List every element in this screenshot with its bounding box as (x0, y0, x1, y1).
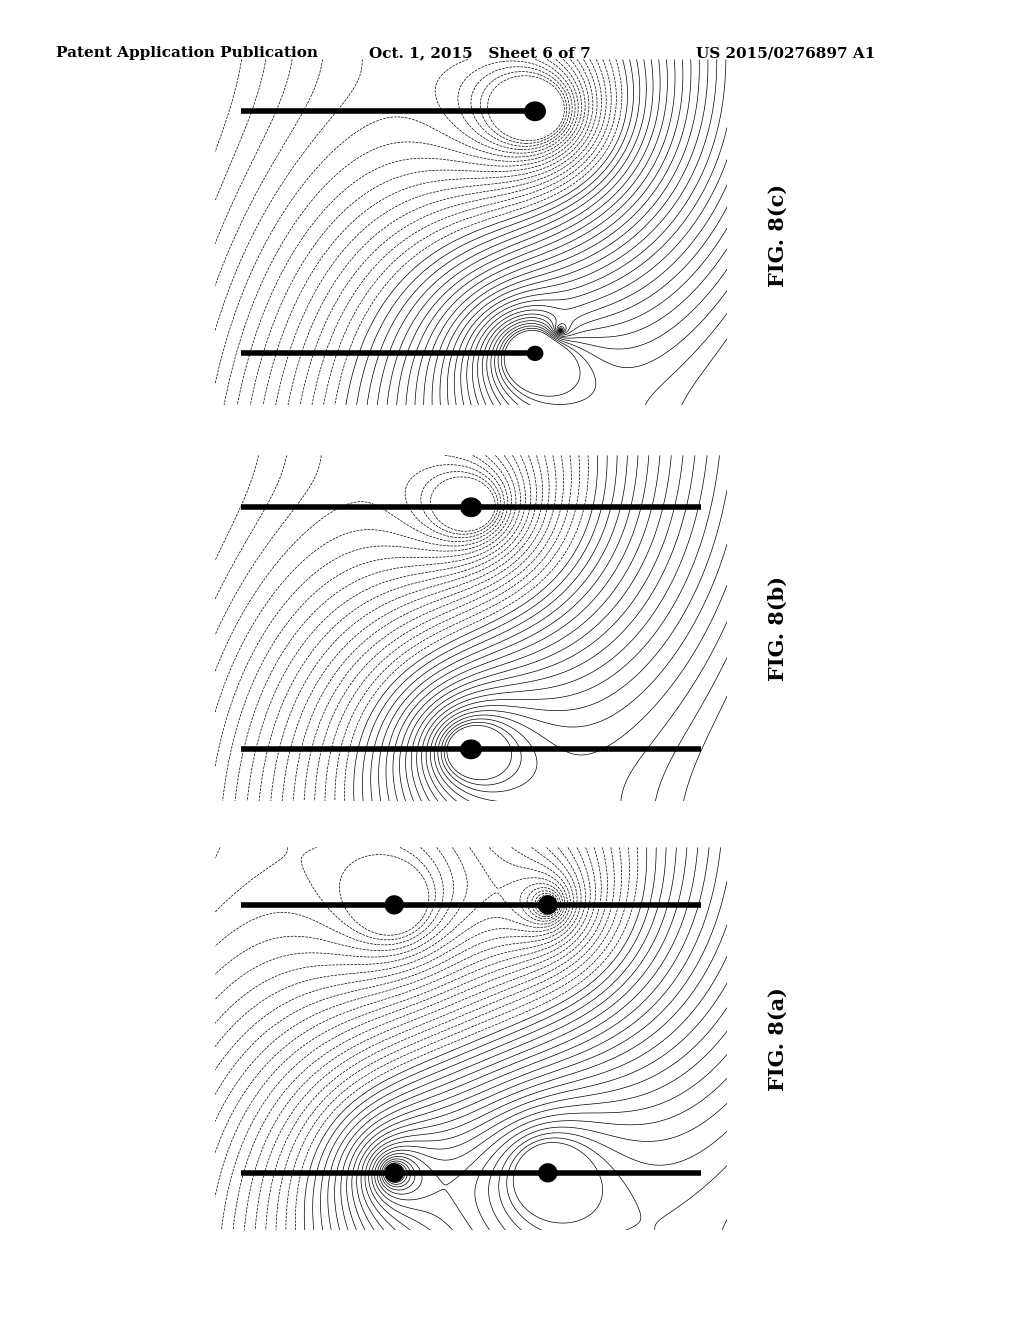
Polygon shape (385, 896, 403, 913)
Polygon shape (539, 896, 557, 913)
Text: Patent Application Publication: Patent Application Publication (56, 46, 318, 61)
Polygon shape (527, 346, 543, 360)
Polygon shape (525, 102, 545, 120)
Polygon shape (461, 741, 481, 759)
Text: FIG. 8(b): FIG. 8(b) (768, 576, 788, 681)
Text: US 2015/0276897 A1: US 2015/0276897 A1 (696, 46, 876, 61)
Polygon shape (539, 1164, 557, 1181)
Text: FIG. 8(a): FIG. 8(a) (768, 987, 788, 1090)
Text: Oct. 1, 2015   Sheet 6 of 7: Oct. 1, 2015 Sheet 6 of 7 (369, 46, 591, 61)
Polygon shape (461, 498, 481, 516)
Polygon shape (385, 1164, 403, 1181)
Text: FIG. 8(c): FIG. 8(c) (768, 183, 788, 286)
